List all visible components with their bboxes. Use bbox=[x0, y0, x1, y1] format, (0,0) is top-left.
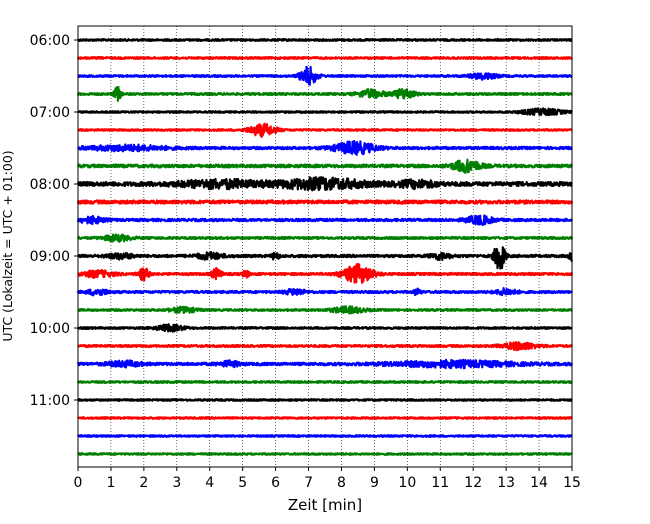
y-axis-label: UTC (Lokalzeit = UTC + 01:00) bbox=[0, 150, 15, 341]
trace-0945 bbox=[77, 305, 573, 315]
y-ticks: 06:00 07:00 08:00 09:00 10:00 11:00 bbox=[30, 33, 78, 409]
trace-0800 bbox=[76, 175, 573, 192]
y-tick-label-0700: 07:00 bbox=[30, 105, 70, 121]
trace-0900 bbox=[76, 246, 574, 270]
x-axis-label: Zeit [min] bbox=[288, 496, 362, 514]
trace-1145 bbox=[77, 452, 573, 456]
plot-frame bbox=[77, 25, 573, 468]
x-tick-label-5: 5 bbox=[238, 475, 247, 491]
x-tick-label-13: 13 bbox=[497, 475, 515, 491]
trace-1045 bbox=[76, 380, 573, 384]
trace-0630 bbox=[77, 65, 573, 86]
y-tick-label-1100: 11:00 bbox=[30, 393, 70, 409]
x-tick-label-14: 14 bbox=[530, 475, 548, 491]
trace-0615 bbox=[76, 56, 573, 60]
trace-1130 bbox=[76, 434, 573, 438]
trace-0700 bbox=[77, 107, 574, 117]
trace-1015 bbox=[77, 341, 574, 352]
trace-0830 bbox=[76, 214, 573, 227]
x-tick-label-12: 12 bbox=[464, 475, 482, 491]
trace-0715 bbox=[77, 122, 573, 138]
trace-0915 bbox=[77, 262, 574, 284]
x-tick-label-1: 1 bbox=[106, 475, 115, 491]
y-tick-label-0800: 08:00 bbox=[30, 177, 70, 193]
x-tick-label-15: 15 bbox=[563, 475, 581, 491]
x-tick-label-3: 3 bbox=[172, 475, 181, 491]
x-tick-label-10: 10 bbox=[398, 475, 416, 491]
x-tick-label-8: 8 bbox=[337, 475, 346, 491]
trace-1030 bbox=[76, 358, 574, 370]
trace-0645 bbox=[76, 85, 573, 102]
x-tick-label-11: 11 bbox=[431, 475, 449, 491]
trace-0845 bbox=[77, 233, 574, 243]
traces-layer bbox=[76, 38, 574, 456]
x-tick-label-0: 0 bbox=[74, 475, 83, 491]
x-tick-label-6: 6 bbox=[271, 475, 280, 491]
x-tick-label-2: 2 bbox=[139, 475, 148, 491]
y-tick-label-1000: 10:00 bbox=[30, 321, 70, 337]
x-tick-label-9: 9 bbox=[370, 475, 379, 491]
trace-1100 bbox=[77, 398, 573, 402]
x-tick-label-4: 4 bbox=[205, 475, 214, 491]
y-tick-label-0900: 09:00 bbox=[30, 249, 70, 265]
trace-0600 bbox=[77, 38, 573, 42]
trace-0930 bbox=[76, 287, 574, 297]
trace-0815 bbox=[76, 199, 574, 205]
y-tick-label-0600: 06:00 bbox=[30, 33, 70, 49]
trace-0730 bbox=[77, 139, 573, 156]
trace-1000 bbox=[77, 323, 573, 333]
trace-1115 bbox=[77, 416, 573, 420]
x-ticks: 0 1 2 3 4 5 6 7 8 9 10 11 12 13 14 15 bbox=[74, 467, 581, 491]
x-tick-label-7: 7 bbox=[304, 475, 313, 491]
trace-0745 bbox=[76, 158, 573, 174]
